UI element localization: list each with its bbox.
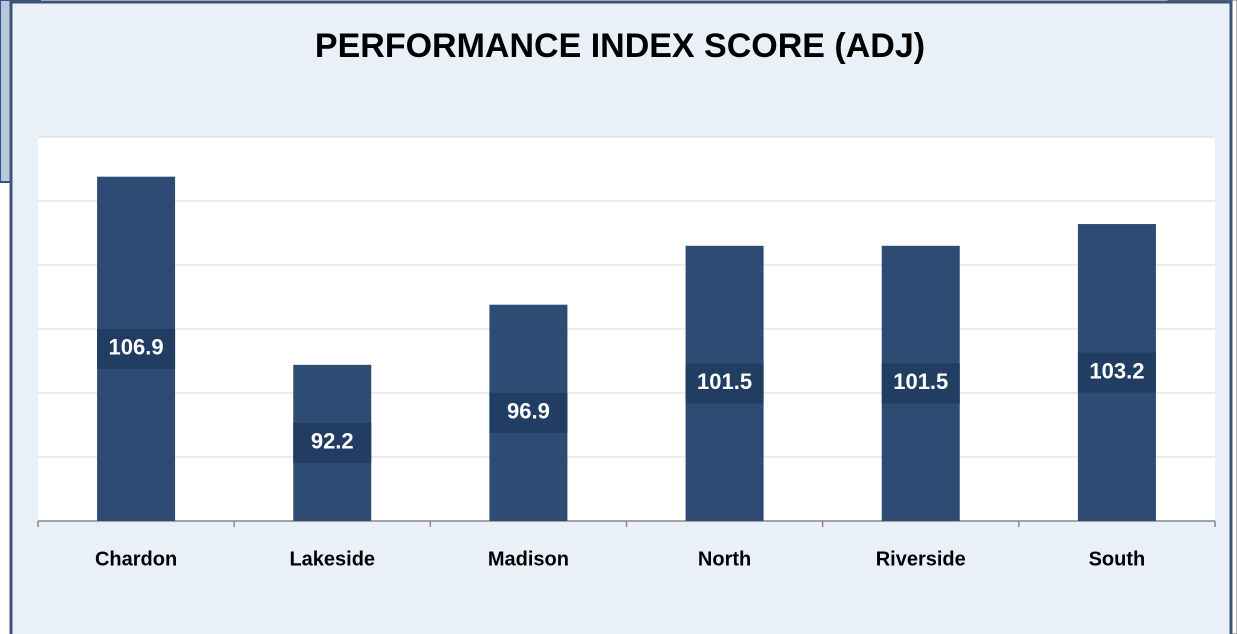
x-tick-label: North [698,548,751,570]
x-tick-label: Madison [488,548,569,570]
value-label-box [97,328,176,369]
value-label-box [881,363,960,404]
chart-title: PERFORMANCE INDEX SCORE (ADJ) [315,27,925,65]
x-tick-label: Chardon [95,548,177,570]
x-tick-label: Lakeside [289,548,375,570]
value-label-box [293,422,372,463]
value-label: 106.9 [109,335,164,360]
x-tick-label: Riverside [876,548,966,570]
value-label: 101.5 [697,369,752,394]
x-tick-label: South [1089,548,1146,570]
value-label-box [685,363,764,404]
value-label: 96.9 [507,399,550,424]
value-label: 101.5 [893,369,948,394]
value-label-box [489,392,568,433]
value-label: 92.2 [311,429,354,454]
value-label-box [1077,352,1156,393]
value-label: 103.2 [1089,358,1144,383]
